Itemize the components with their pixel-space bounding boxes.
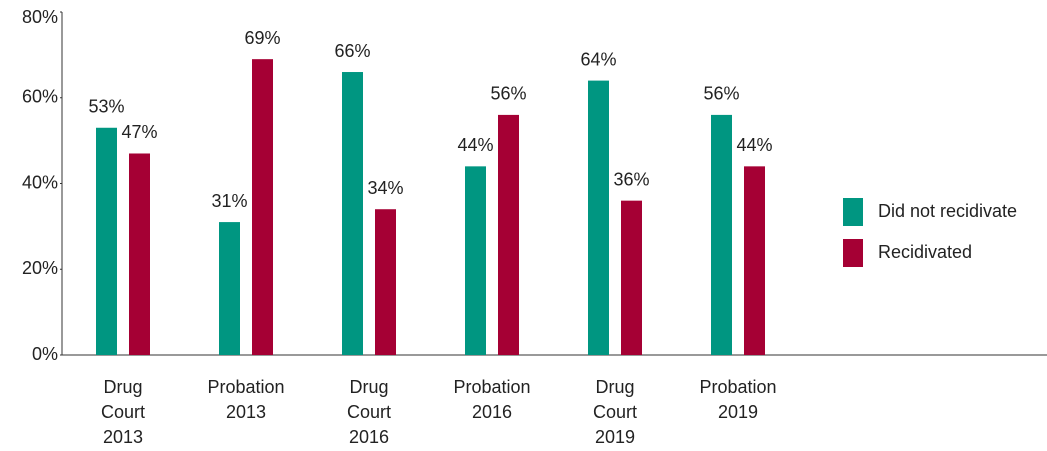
bar [219,222,240,355]
value-label: 47% [121,122,157,142]
x-tick-label: Probation 2016 [453,377,531,422]
y-tick-label: 40% [22,172,58,192]
bar [621,200,642,355]
bar [96,127,117,355]
x-tick-label: Drug Court 2013 [100,377,145,447]
bar [129,153,150,355]
value-label: 64% [580,49,616,69]
value-label: 66% [334,41,370,61]
x-tick-label: Probation 2019 [699,377,777,422]
y-tick-label: 60% [22,87,58,107]
y-tick-label: 20% [22,258,58,278]
legend-swatch [843,239,863,267]
bar [465,166,486,355]
value-label: 36% [613,169,649,189]
y-tick-label: 80% [22,7,58,27]
bar [498,114,519,356]
legend-swatch [843,198,863,226]
bar [375,209,396,355]
value-label: 44% [457,135,493,155]
bar [744,166,765,355]
legend-label: Did not recidivate [878,201,1017,221]
x-tick-label: Drug Court 2016 [346,377,391,447]
value-label: 34% [367,178,403,198]
bar [252,59,273,355]
value-label: 53% [88,97,124,117]
bar [342,72,363,356]
value-label: 44% [736,135,772,155]
value-label: 56% [703,84,739,104]
bar [711,114,732,356]
x-tick-label: Probation 2013 [207,377,285,422]
x-tick-label: Drug Court 2019 [592,377,637,447]
value-label: 56% [490,84,526,104]
value-label: 69% [244,28,280,48]
value-label: 31% [211,191,247,211]
legend-label: Recidivated [878,242,972,262]
y-tick-label: 0% [32,344,58,364]
bar [588,80,609,355]
